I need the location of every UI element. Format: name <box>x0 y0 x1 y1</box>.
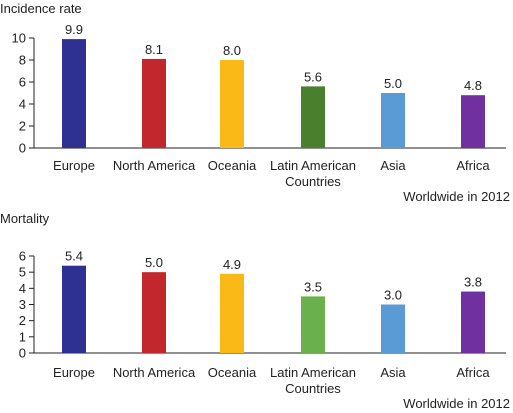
y-tick-label: 0 <box>19 141 26 156</box>
y-tick-label: 0 <box>19 346 26 361</box>
bar <box>142 272 166 353</box>
x-tick-label: Africa <box>456 365 490 380</box>
x-tick-label: Asia <box>380 158 406 173</box>
value-label: 3.5 <box>304 279 322 294</box>
value-label: 3.0 <box>384 288 402 303</box>
y-tick-label: 2 <box>19 313 26 328</box>
y-tick-label: 2 <box>19 119 26 134</box>
bar <box>62 39 86 148</box>
value-label: 5.0 <box>145 255 163 270</box>
bar <box>381 304 405 353</box>
y-axis-label: Incidence rate <box>0 1 82 16</box>
value-label: 9.9 <box>65 22 83 37</box>
bar <box>301 86 325 148</box>
y-tick-label: 10 <box>12 31 26 46</box>
y-tick-label: 5 <box>19 265 26 280</box>
value-label: 5.0 <box>384 76 402 91</box>
value-label: 5.4 <box>65 249 83 264</box>
y-tick-label: 6 <box>19 75 26 90</box>
incidence-chart: Incidence rate 0 2 4 6 8 10 9.9 Europe 8.1 North A… <box>0 1 510 204</box>
y-tick-label: 8 <box>19 53 26 68</box>
chart-note: Worldwide in 2012 <box>403 189 510 204</box>
x-tick-label: North America <box>113 158 196 173</box>
x-tick-label: Latin American <box>270 365 356 380</box>
value-label: 8.0 <box>223 43 241 58</box>
bar <box>301 296 325 353</box>
bar <box>220 273 244 353</box>
value-label: 8.1 <box>145 42 163 57</box>
y-tick-label: 3 <box>19 297 26 312</box>
x-tick-label: Europe <box>53 158 95 173</box>
bar <box>142 58 166 148</box>
value-label: 3.8 <box>464 275 482 290</box>
x-tick-label: Africa <box>456 158 490 173</box>
bar <box>220 60 244 148</box>
value-label: 4.9 <box>223 257 241 272</box>
y-axis-label: Mortality <box>0 211 50 226</box>
x-tick-label: Oceania <box>208 158 257 173</box>
x-tick-label: Europe <box>53 365 95 380</box>
y-tick-label: 4 <box>19 281 26 296</box>
bar <box>461 95 485 148</box>
bar <box>62 265 86 353</box>
chart-note: Worldwide in 2012 <box>403 396 510 411</box>
value-label: 4.8 <box>464 78 482 93</box>
x-tick-label: Countries <box>285 174 341 189</box>
x-tick-label: North America <box>113 365 196 380</box>
y-tick-label: 4 <box>19 97 26 112</box>
x-tick-label: Latin American <box>270 158 356 173</box>
x-tick-label: Oceania <box>208 365 257 380</box>
bar <box>381 93 405 148</box>
y-tick-label: 6 <box>19 249 26 264</box>
y-tick-label: 1 <box>19 329 26 344</box>
x-tick-label: Countries <box>285 381 341 396</box>
x-tick-label: Asia <box>380 365 406 380</box>
bar <box>461 291 485 353</box>
value-label: 5.6 <box>304 69 322 84</box>
